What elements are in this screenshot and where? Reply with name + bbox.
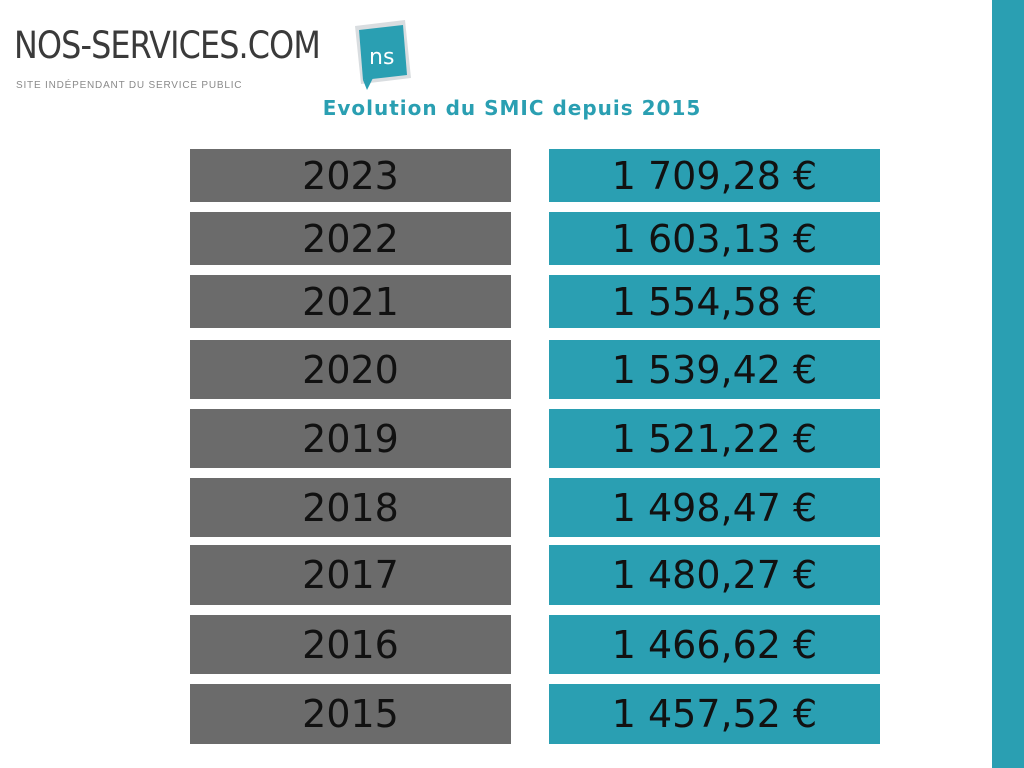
logo-icon-text: ns — [369, 45, 394, 70]
side-accent-bar — [992, 0, 1024, 768]
year-cell: 2021 — [190, 275, 511, 328]
year-cell: 2018 — [190, 478, 511, 537]
smic-value-cell: 1 498,47 € — [549, 478, 880, 537]
year-cell: 2016 — [190, 615, 511, 674]
year-cell: 2020 — [190, 340, 511, 399]
chart-title: Evolution du SMIC depuis 2015 — [322, 96, 702, 120]
year-cell: 2015 — [190, 684, 511, 744]
smic-value-cell: 1 539,42 € — [549, 340, 880, 399]
year-cell: 2017 — [190, 545, 511, 605]
smic-value-cell: 1 709,28 € — [549, 149, 880, 202]
year-cell: 2022 — [190, 212, 511, 265]
site-logo-text: NOS-SERVICES.COM — [14, 24, 321, 67]
smic-value-cell: 1 554,58 € — [549, 275, 880, 328]
smic-value-cell: 1 521,22 € — [549, 409, 880, 468]
year-cell: 2023 — [190, 149, 511, 202]
site-logo-tagline: SITE INDÉPENDANT DU SERVICE PUBLIC — [16, 80, 243, 91]
smic-value-cell: 1 603,13 € — [549, 212, 880, 265]
site-logo-icon: ns — [355, 20, 411, 90]
smic-value-cell: 1 466,62 € — [549, 615, 880, 674]
smic-value-cell: 1 480,27 € — [549, 545, 880, 605]
smic-value-cell: 1 457,52 € — [549, 684, 880, 744]
year-cell: 2019 — [190, 409, 511, 468]
